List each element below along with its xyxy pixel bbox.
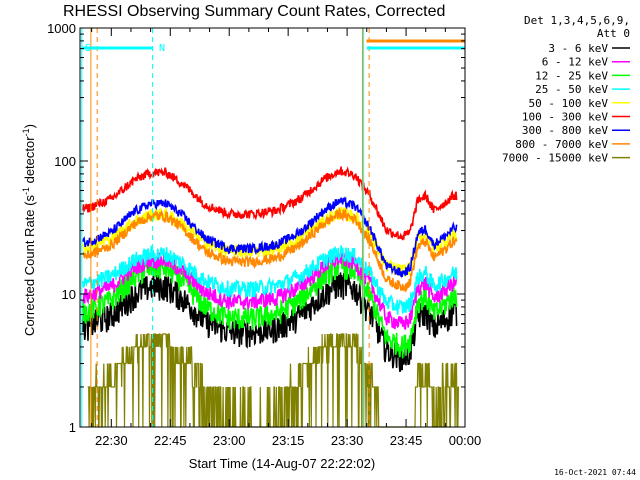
legend-entry-label: 6 - 12 keV: [542, 56, 609, 69]
y-tick-label: 100: [54, 154, 76, 169]
flag-label-n: N: [159, 43, 165, 54]
series-3: [82, 244, 458, 315]
y-tick-label: 1: [69, 420, 76, 435]
legend-entry-label: 25 - 50 keV: [535, 83, 608, 96]
chart-title: RHESSI Observing Summary Count Rates, Co…: [63, 3, 445, 20]
x-tick-label: 23:30: [331, 433, 364, 448]
axes-layer: 1 10 100 1000 22:30 22:45 23:00 23:15 23:30 23:45…: [47, 21, 481, 448]
legend-entry-label: 7000 - 15000 keV: [502, 152, 608, 165]
x-tick-label: 22:30: [95, 433, 128, 448]
x-tick-label: 23:45: [390, 433, 423, 448]
legend-entry-label: 3 - 6 keV: [548, 42, 608, 55]
y-tick-label: 1000: [47, 21, 76, 36]
x-axis-label: Start Time (14-Aug-07 22:22:02): [189, 456, 375, 471]
legend-entry-label: 12 - 25 keV: [535, 69, 608, 82]
x-tick-label: 23:15: [272, 433, 305, 448]
x-tick-label: 00:00: [449, 433, 482, 448]
footer-date: 16-Oct-2021 07:44: [554, 468, 636, 477]
series-layer: [82, 166, 459, 428]
series-6: [82, 196, 458, 279]
series-line: [82, 196, 458, 279]
series-line: [82, 206, 458, 293]
y-tick-label: 10: [62, 287, 76, 302]
legend-entry-label: 100 - 300 keV: [522, 111, 608, 124]
flag-label-left: S: [85, 43, 91, 54]
legend-header-line1: Det 1,3,4,5,6,9,: [524, 14, 630, 27]
legend-entry-label: 50 - 100 keV: [529, 97, 609, 110]
series-5: [82, 166, 458, 241]
series-line: [82, 244, 458, 315]
x-tick-label: 22:45: [154, 433, 187, 448]
series-7: [82, 206, 458, 293]
series-0: [82, 272, 458, 373]
plot-frame: [79, 27, 466, 428]
y-axis-label: Corrected Count Rate (s-1 detector-1): [21, 124, 37, 336]
legend-entry-label: 800 - 7000 keV: [515, 138, 608, 151]
legend-header-line2: Att 0: [597, 27, 630, 40]
legend-entry-label: 300 - 800 keV: [522, 124, 608, 137]
x-tick-label: 23:00: [213, 433, 246, 448]
series-line: [82, 272, 458, 373]
series-line: [82, 166, 458, 241]
